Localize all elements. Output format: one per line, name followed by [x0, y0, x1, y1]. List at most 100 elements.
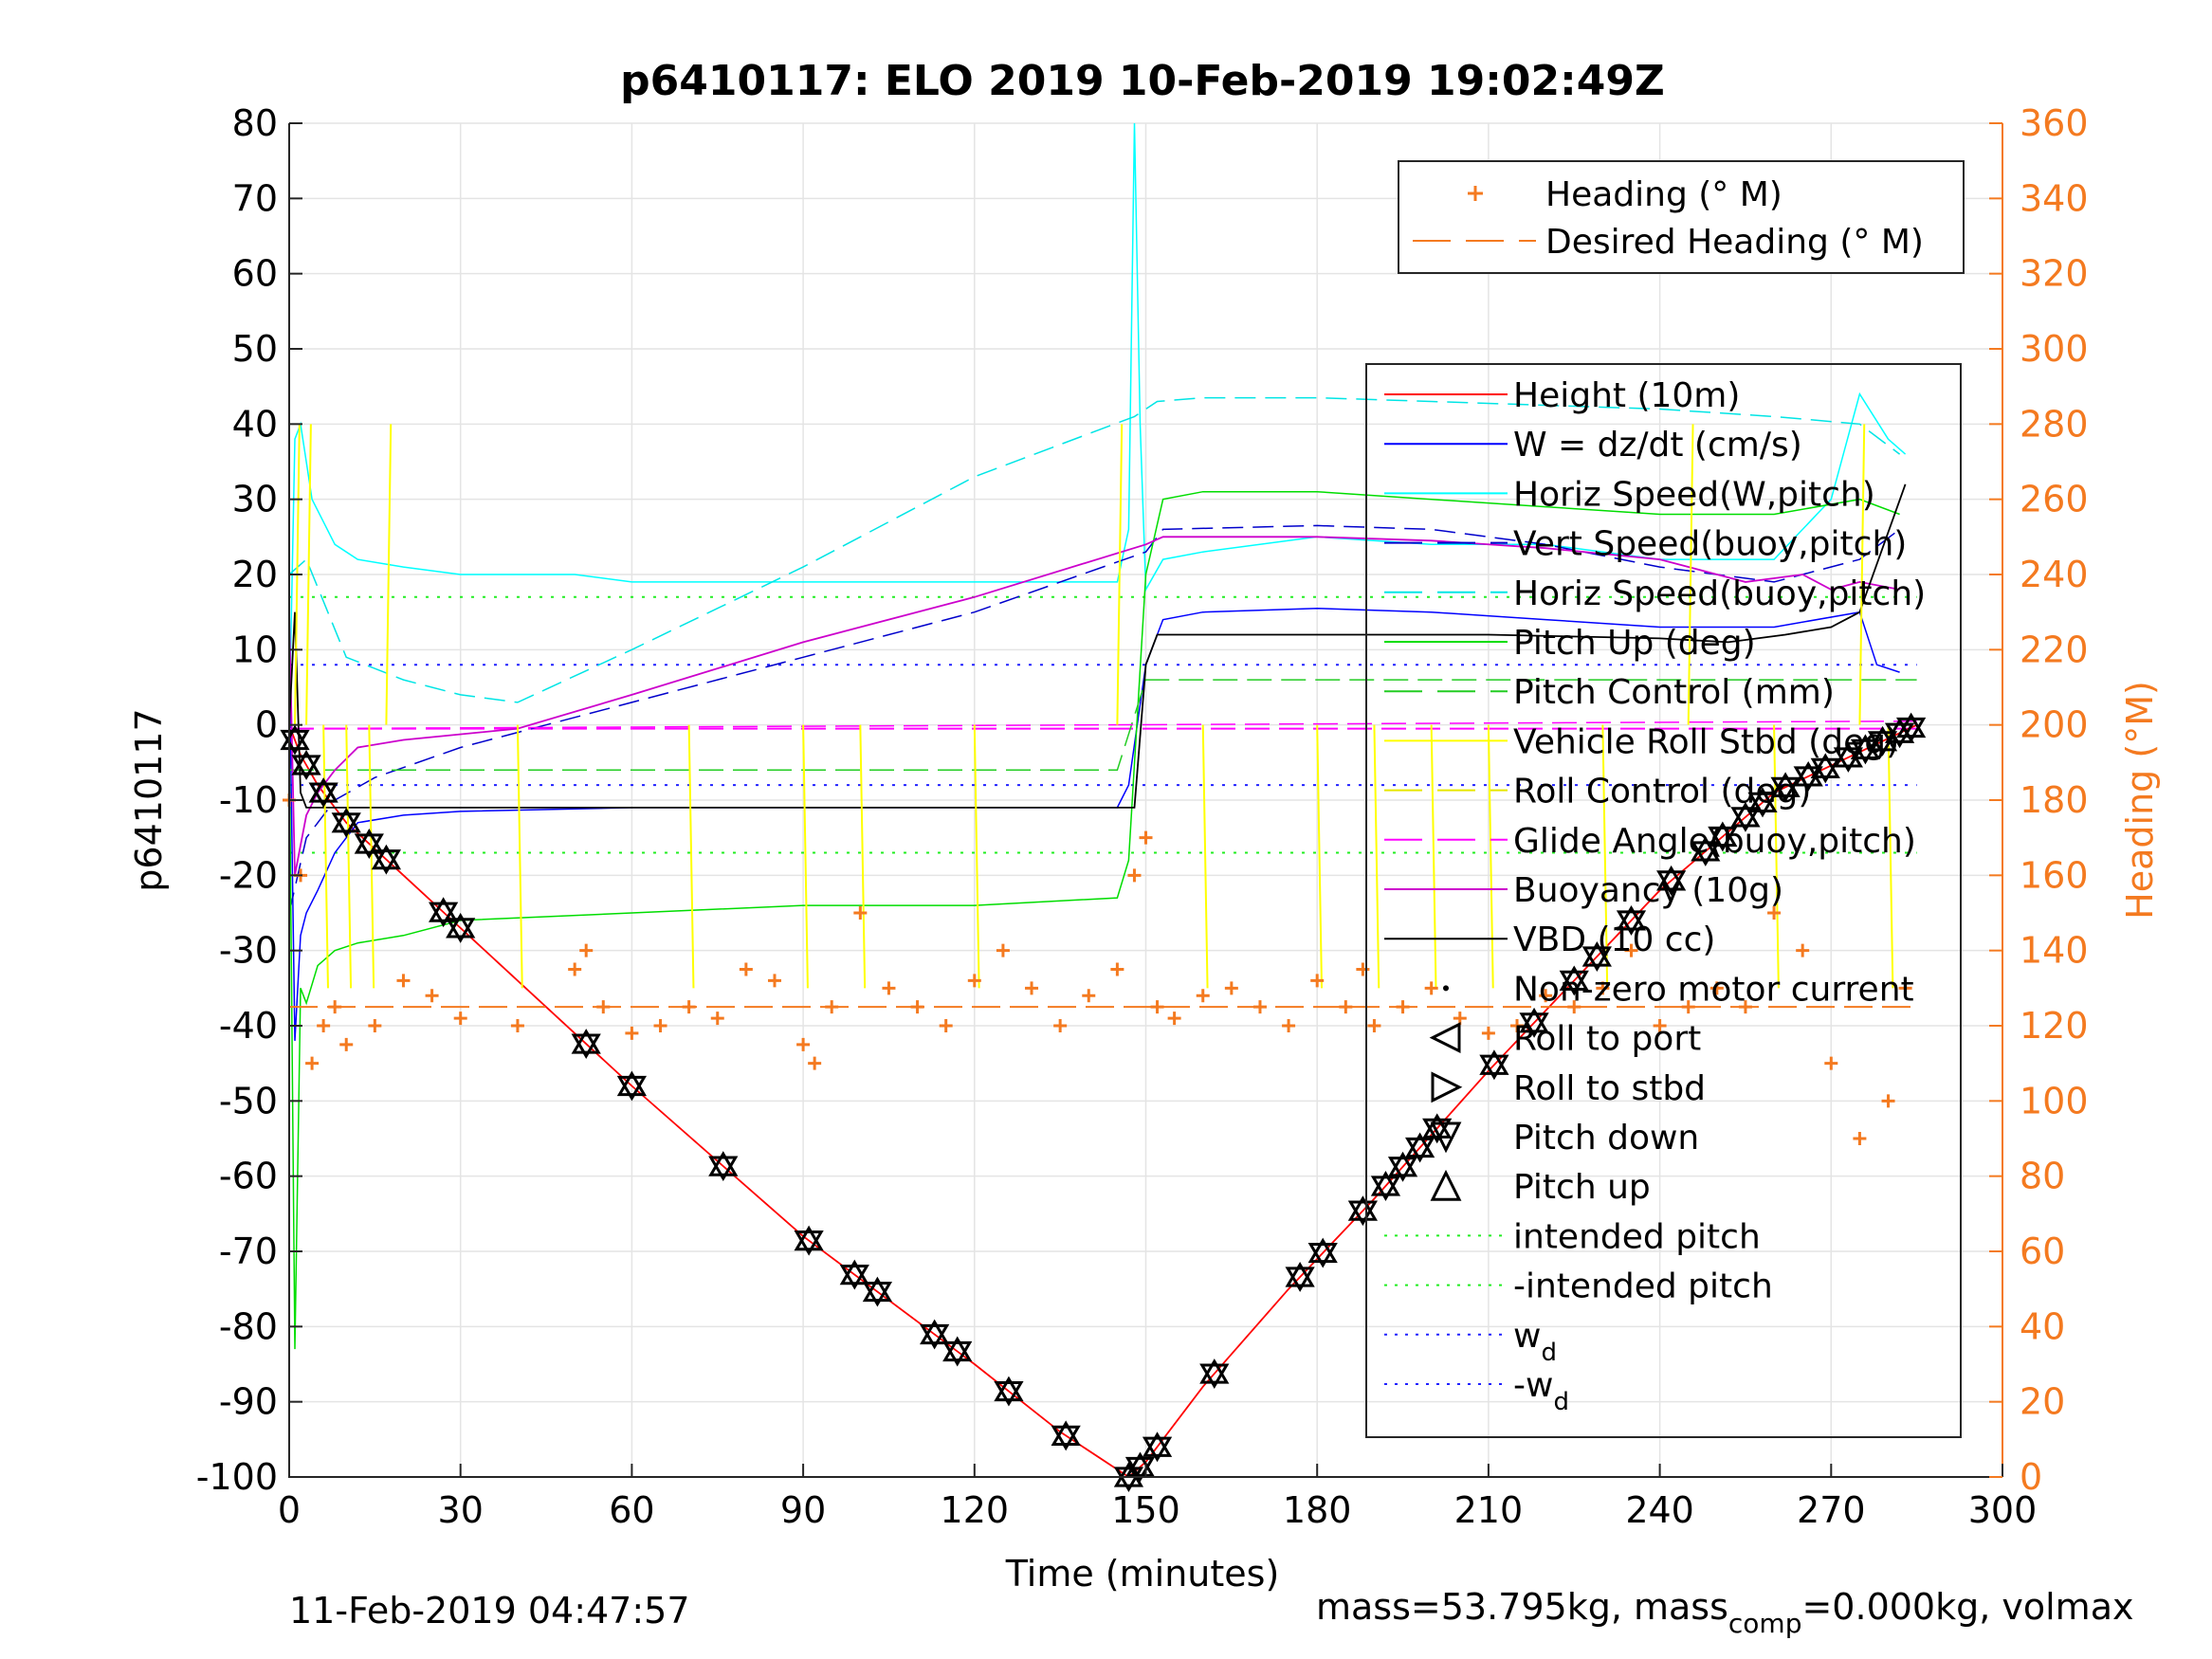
pitch-up-marker — [794, 1225, 824, 1251]
y2-tick-label: 60 — [2020, 1231, 2065, 1272]
pitch-down-marker — [942, 1340, 973, 1367]
pitch-down-marker — [1810, 757, 1840, 784]
heading-marker — [1367, 1019, 1381, 1032]
heading-marker — [1339, 1000, 1353, 1014]
legend-triangle — [1429, 1022, 1461, 1054]
roll-spike — [1316, 724, 1324, 989]
pitch-down-marker — [1113, 1467, 1144, 1492]
x-tick-label: 270 — [1797, 1489, 1866, 1531]
y-tick-label: -10 — [219, 779, 278, 821]
legend-dot — [1443, 985, 1449, 992]
y2-tick-label: 300 — [2020, 328, 2089, 370]
pitch-down-marker — [1142, 1436, 1173, 1463]
y-tick-label: -60 — [219, 1156, 278, 1197]
heading-marker — [1424, 981, 1438, 995]
legend-main-label: Non-zero motor current — [1513, 970, 1914, 1009]
pitch-up-marker — [291, 750, 321, 775]
pitch-down-marker — [1422, 1118, 1453, 1144]
legend-triangle — [1431, 1071, 1463, 1103]
pitch-up-marker — [942, 1336, 973, 1362]
roll-spike — [1858, 424, 1866, 725]
legend-main-box — [1365, 363, 1962, 1438]
legend-main-label: Roll to port — [1513, 1020, 1701, 1059]
heading-marker — [625, 1026, 639, 1040]
series-horiz_w — [288, 122, 1907, 725]
heading-marker — [1481, 1026, 1495, 1040]
y-tick-label: -50 — [219, 1080, 278, 1121]
heading-group — [283, 793, 1917, 1145]
mass-post: =0.000kg, volmax — [1801, 1586, 2133, 1628]
pitch-up-marker — [1656, 865, 1687, 891]
roll-spike — [345, 724, 353, 989]
heading-marker — [1681, 1000, 1695, 1014]
roll-spike — [859, 724, 867, 989]
y2-tick-label: 320 — [2020, 253, 2089, 295]
y-tick-label: 50 — [232, 328, 278, 370]
heading-marker — [996, 943, 1010, 957]
legend-main-label: W = dz/dt (cm/s) — [1513, 426, 1802, 465]
pitch-up-marker — [571, 1029, 601, 1054]
pitch-down-marker — [1559, 970, 1589, 996]
heading-marker — [1539, 989, 1553, 1003]
pitch-down-marker — [1387, 1157, 1418, 1182]
heading-marker — [767, 974, 781, 988]
heading-marker — [910, 1000, 924, 1014]
pitch-up-marker — [616, 1070, 648, 1097]
footer-mass: mass=53.795kg, masscomp=0.000kg, volmax — [1316, 1586, 2133, 1639]
legend-main-label: Vert Speed(buoy,pitch) — [1513, 525, 1907, 564]
pitch-down-marker — [1691, 841, 1721, 866]
x-tick-label: 30 — [438, 1489, 484, 1531]
y-tick-label: 40 — [232, 403, 278, 445]
roll-spike — [1116, 424, 1124, 725]
pitch-down-marker — [331, 812, 361, 838]
heading-marker — [1881, 1094, 1895, 1108]
mass-sub: comp — [1728, 1608, 1802, 1639]
pitch-down-marker — [1581, 946, 1612, 972]
pitch-down-marker — [1519, 1012, 1549, 1038]
roll-spike — [322, 724, 329, 989]
pitch-up-marker — [1479, 1049, 1509, 1075]
series-group — [288, 122, 1917, 1479]
pitch-down-marker — [1896, 717, 1927, 743]
markers-group — [280, 712, 1927, 1492]
legend-main-label: Pitch down — [1513, 1119, 1699, 1158]
pitch-up-marker — [1810, 753, 1840, 778]
pitch-down-marker — [994, 1380, 1024, 1407]
y2-tick-label: 220 — [2020, 629, 2089, 670]
pitch-up-marker — [1307, 1237, 1338, 1264]
pitch-down-marker — [1770, 776, 1801, 803]
roll-spike — [1887, 724, 1894, 989]
heading-marker — [1082, 989, 1096, 1003]
heading-marker — [967, 974, 981, 988]
heading-marker — [939, 1019, 953, 1032]
pitch-up-marker — [1559, 965, 1589, 991]
pitch-down-marker — [1616, 910, 1647, 936]
heading-marker — [653, 1019, 667, 1032]
heading-marker — [682, 1000, 696, 1014]
heading-marker — [1624, 943, 1638, 957]
x-tick-label: 210 — [1454, 1489, 1524, 1531]
pitch-down-marker — [1051, 1425, 1081, 1451]
heading-marker — [796, 1037, 811, 1051]
heading-marker — [368, 1019, 382, 1032]
y2-tick-label: 280 — [2020, 403, 2089, 445]
heading-marker — [1824, 1056, 1838, 1070]
heading-marker — [1898, 981, 1912, 995]
heading-marker — [1709, 981, 1724, 995]
heading-marker — [1282, 1019, 1296, 1032]
heading-marker — [1596, 981, 1610, 995]
pitch-down-marker — [1199, 1363, 1230, 1390]
roll-spike — [305, 424, 312, 725]
legend-main-label: Roll Control (deg) — [1513, 773, 1811, 811]
pitch-up-marker — [1422, 1113, 1453, 1139]
pitch-up-marker — [1747, 787, 1778, 812]
pitch-up-marker — [1142, 1431, 1173, 1457]
pitch-up-marker — [1691, 835, 1721, 862]
y-tick-label: -30 — [219, 930, 278, 972]
pitch-down-marker — [354, 833, 384, 859]
legend-main-label: Glide Angle(buoy,pitch) — [1513, 822, 1916, 861]
heading-marker — [1396, 1000, 1410, 1014]
pitch-up-marker — [1581, 941, 1612, 967]
y-tick-label: 80 — [232, 102, 278, 144]
legend-heading: Heading (° M) Desired Heading (° M) — [1398, 160, 1965, 274]
